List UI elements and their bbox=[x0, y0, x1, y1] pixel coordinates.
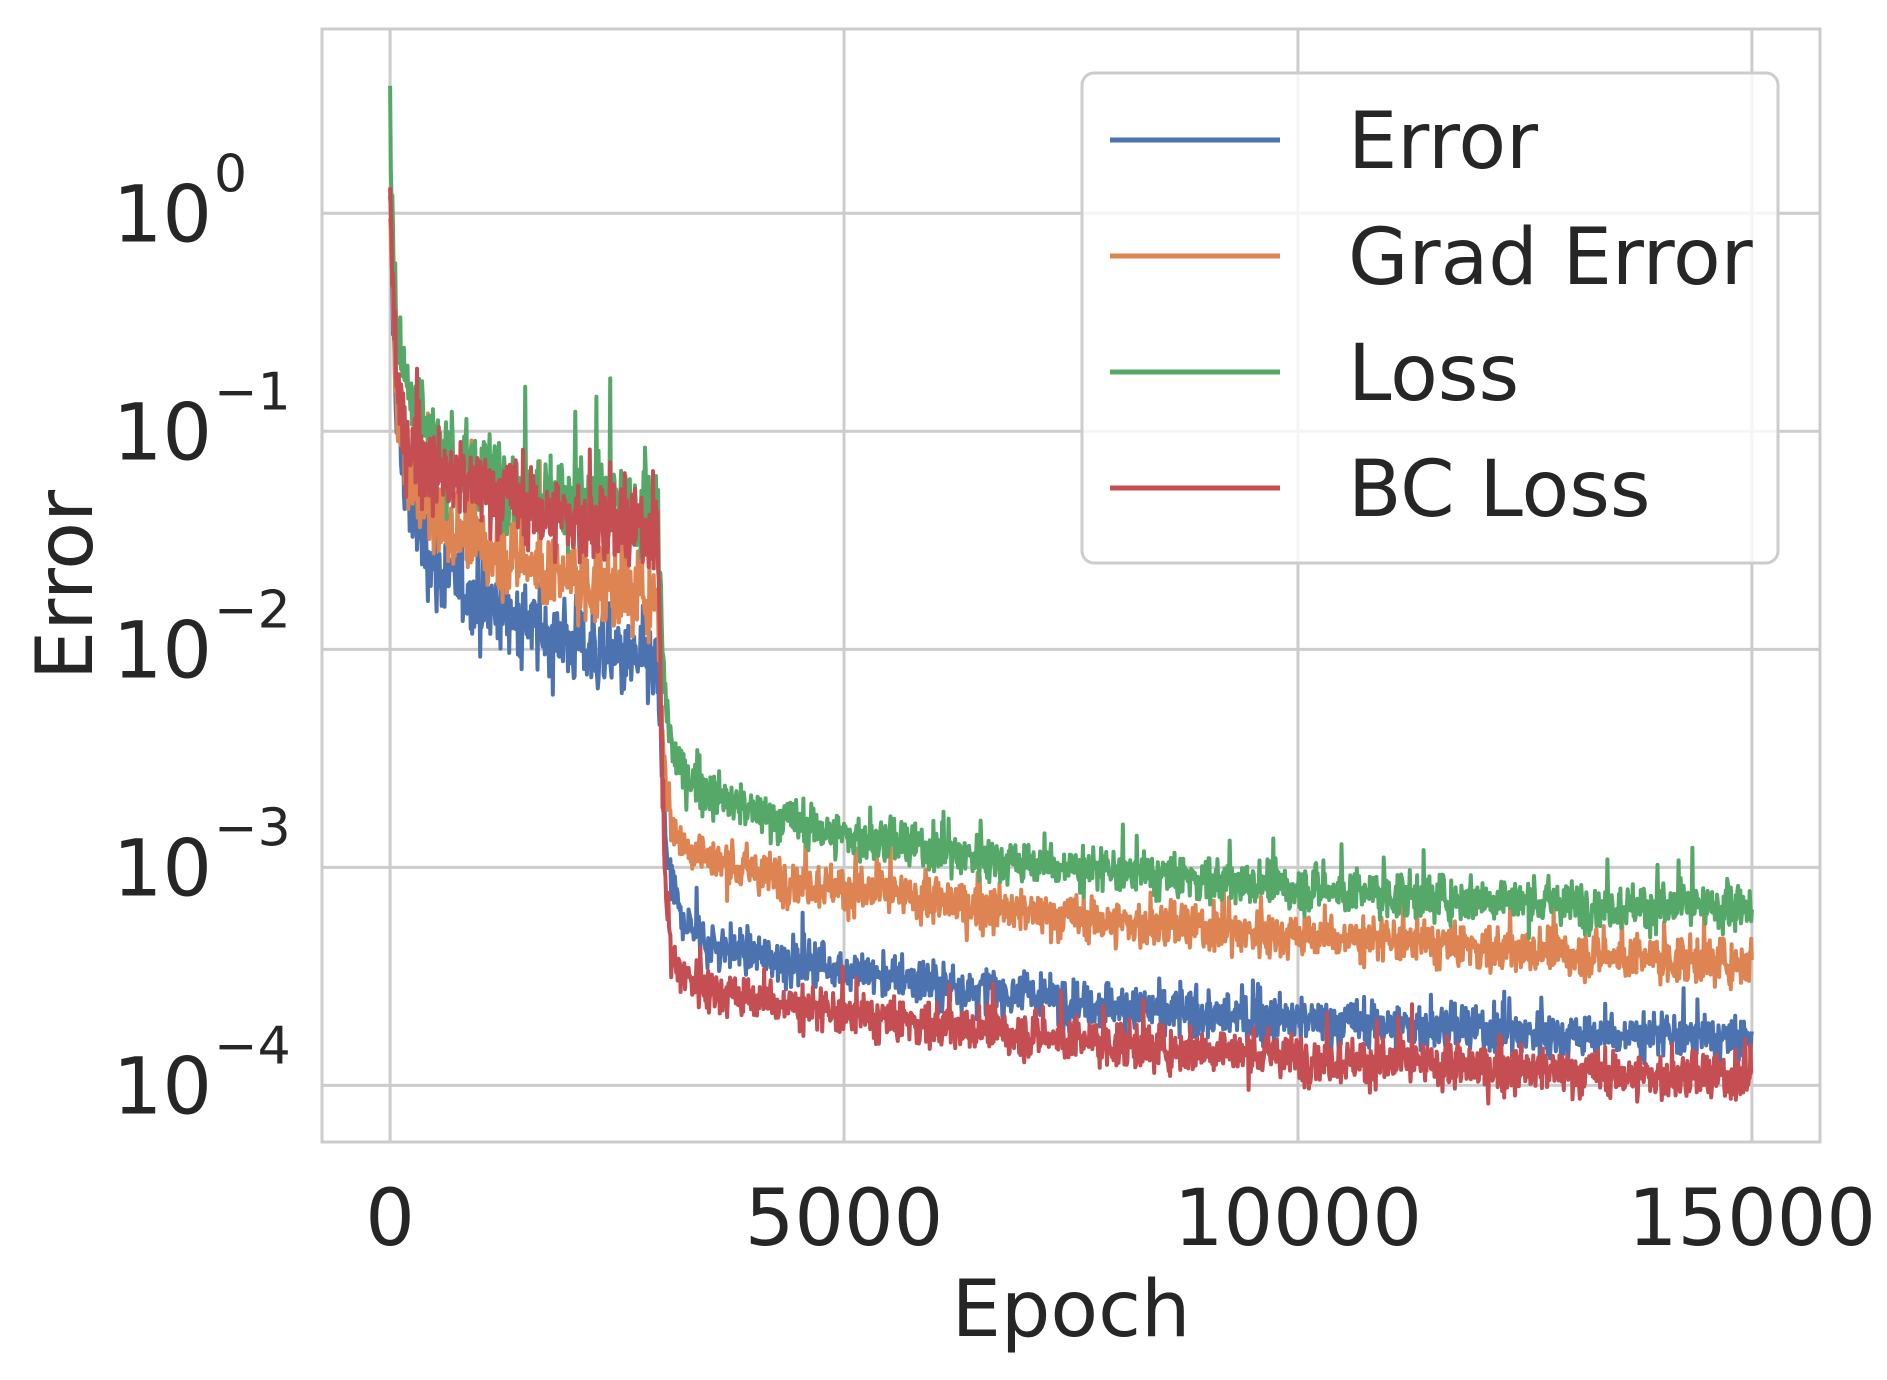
y-tick-label: 10 bbox=[113, 606, 212, 696]
y-tick-label: 10 bbox=[113, 170, 212, 260]
plot-area bbox=[388, 85, 1754, 1106]
legend-label-bc-loss: BC Loss bbox=[1348, 445, 1650, 535]
y-tick-label: 10 bbox=[113, 388, 212, 478]
y-tick-label: 10 bbox=[113, 1042, 212, 1132]
legend-label-loss: Loss bbox=[1348, 329, 1519, 419]
series-line-bc-loss bbox=[388, 187, 1754, 1106]
y-tick-exponent: −2 bbox=[214, 580, 291, 640]
y-tick-exponent: −3 bbox=[214, 798, 291, 858]
x-axis-ticks: 0 5000 10000 15000 bbox=[365, 1174, 1876, 1264]
x-tick-label: 5000 bbox=[745, 1174, 944, 1264]
series-line-error bbox=[388, 195, 1754, 1067]
legend-frame bbox=[1080, 71, 1780, 565]
axes-frame bbox=[320, 27, 1822, 1144]
legend-label-error: Error bbox=[1348, 97, 1539, 187]
legend-label-grad-error: Grad Error bbox=[1348, 213, 1754, 303]
series-line-loss bbox=[388, 85, 1754, 940]
x-tick-label: 15000 bbox=[1628, 1174, 1876, 1264]
y-tick-exponent: −1 bbox=[214, 362, 291, 422]
x-tick-label: 0 bbox=[365, 1174, 415, 1264]
y-tick-label: 10 bbox=[113, 824, 212, 914]
y-axis-label: Error bbox=[21, 489, 111, 680]
series-line-grad-error bbox=[388, 218, 1754, 992]
legend: Error Grad Error Loss BC Loss bbox=[1080, 71, 1780, 565]
y-tick-exponent: −4 bbox=[214, 1016, 291, 1076]
x-axis-label: Epoch bbox=[952, 1265, 1191, 1355]
y-tick-exponent: 0 bbox=[214, 144, 247, 204]
x-tick-label: 10000 bbox=[1174, 1174, 1422, 1264]
